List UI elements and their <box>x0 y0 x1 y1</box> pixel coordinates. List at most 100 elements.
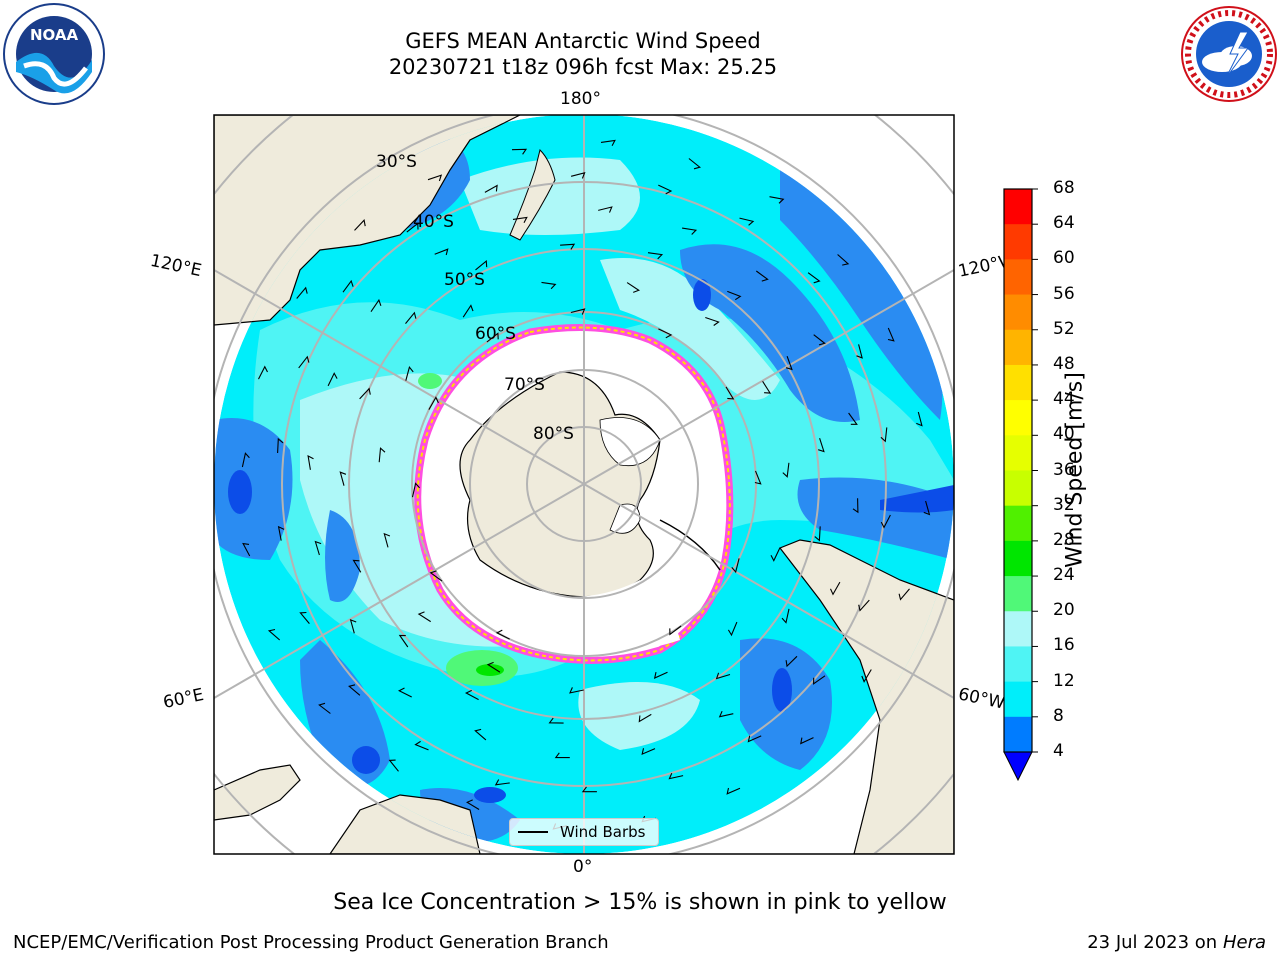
colorbar-tick-label: 60 <box>1053 248 1075 269</box>
colorbar-segment <box>1004 400 1032 436</box>
lat-label-60s: 60°S <box>475 324 516 344</box>
colorbar-segment <box>1004 681 1032 718</box>
wind-barb <box>785 655 798 668</box>
wind-barb <box>747 735 762 743</box>
wind-barb <box>405 311 417 324</box>
colorbar-tick-label: 20 <box>1053 600 1075 621</box>
wind-barb <box>837 254 850 266</box>
wind-barb <box>668 772 684 780</box>
wind-barb <box>554 752 570 759</box>
lat-label-70s: 70°S <box>504 375 545 395</box>
colorbar-segment <box>1004 540 1032 577</box>
wind-barb <box>755 270 769 282</box>
wind-barb <box>647 252 664 260</box>
map-title: GEFS MEAN Antarctic Wind Speed <box>405 29 761 53</box>
wind-barb <box>484 184 498 193</box>
wind-barb <box>258 365 268 380</box>
wind-barb <box>916 411 923 427</box>
colorbar-segment <box>1004 505 1032 542</box>
wind-barb <box>352 559 362 573</box>
wind-barb <box>267 628 281 641</box>
wind-barb <box>813 334 826 346</box>
wind-barb <box>241 452 250 468</box>
wind-barb <box>434 248 449 256</box>
colorbar-tick-label: 44 <box>1053 389 1075 410</box>
wind-barb <box>598 206 613 213</box>
wind-barb <box>781 608 790 624</box>
map-legend: Wind Barbs <box>509 818 659 846</box>
wind-barb <box>726 787 741 795</box>
wind-barb <box>298 355 310 369</box>
wind-barb <box>475 260 488 271</box>
colorbar-tick-label: 52 <box>1053 318 1075 339</box>
wind-barb <box>818 438 825 453</box>
wind-barb <box>411 482 421 498</box>
wind-barb <box>880 427 888 443</box>
wind-barb <box>731 558 740 574</box>
wind-barb <box>318 702 331 714</box>
wind-barb <box>541 281 557 290</box>
colorbar-segment <box>1004 646 1032 683</box>
graticule <box>214 115 954 854</box>
wind-band-0-4 <box>228 279 954 803</box>
colorbar-segment <box>1004 435 1032 471</box>
wind-barb <box>296 286 308 299</box>
wind-barb <box>658 328 673 339</box>
wind-barb <box>739 217 755 226</box>
colorbar-tick-label: 56 <box>1053 283 1075 304</box>
wind-barb <box>569 687 584 694</box>
wind-barb <box>898 588 910 601</box>
colorbar-segment <box>1004 294 1032 331</box>
colorbar-segment <box>1004 364 1032 401</box>
colorbar-tick-label: 36 <box>1053 459 1075 480</box>
wind-barb <box>378 447 386 463</box>
wind-barb <box>923 500 931 516</box>
colorbar-segment <box>1004 576 1032 612</box>
footer-date: 23 Jul 2023 on <box>1087 932 1223 953</box>
colorbar-tick-label: 48 <box>1053 353 1075 374</box>
colorbar-tick-label: 32 <box>1053 494 1075 515</box>
footer-left: NCEP/EMC/Verification Post Processing Pr… <box>13 932 609 953</box>
wind-barb <box>829 581 841 596</box>
wind-barb <box>769 196 785 204</box>
colorbar-tick-label: 4 <box>1053 741 1064 761</box>
wind-barb <box>858 599 870 612</box>
wind-barb <box>785 356 793 371</box>
wind-barb <box>342 279 354 293</box>
wind-barb <box>852 498 859 514</box>
wind-barb <box>548 717 564 724</box>
wind-barb <box>277 437 284 454</box>
colorbar-segment <box>1004 259 1032 296</box>
wind-barb <box>398 634 409 648</box>
wind-barb <box>462 304 474 318</box>
wind-barb <box>406 222 419 233</box>
lat-label-50s: 50°S <box>444 270 485 290</box>
wind-barb <box>307 455 314 470</box>
wind-barb <box>581 786 597 793</box>
wind-barb <box>762 381 772 394</box>
wind-barb <box>383 532 391 548</box>
wind-barb <box>405 366 414 381</box>
colorbar-tick-label: 24 <box>1053 565 1075 586</box>
wind-barb <box>417 611 431 623</box>
wind-barb <box>560 243 576 250</box>
wind-barb <box>277 525 285 541</box>
wind-barb <box>800 737 814 745</box>
colorbar-tick-label: 64 <box>1053 213 1075 234</box>
legend-label: Wind Barbs <box>560 823 646 841</box>
wind-barb <box>512 216 528 223</box>
wind-barb <box>359 387 371 400</box>
wind-barb <box>511 148 528 155</box>
wind-barb <box>464 689 479 701</box>
wind-barb <box>754 470 762 485</box>
wind-barb <box>299 611 310 624</box>
wind-barb <box>349 619 357 634</box>
wind-barb <box>570 171 586 179</box>
wind-barb <box>370 298 382 313</box>
wind-barb <box>348 684 361 696</box>
wind-barb <box>727 621 738 637</box>
colorbar-extend-arrow <box>1003 751 1033 782</box>
colorbar-segment <box>1004 470 1032 507</box>
wind-barb <box>705 316 720 326</box>
